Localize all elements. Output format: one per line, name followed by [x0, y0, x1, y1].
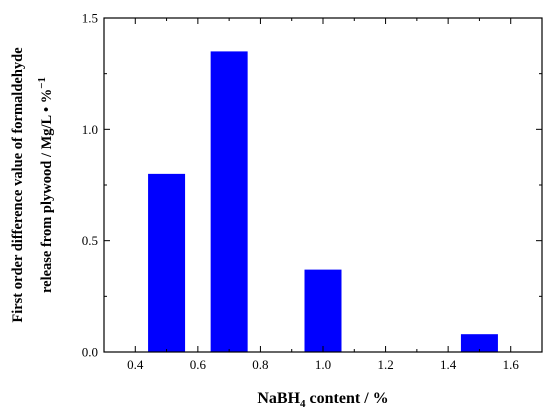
x-tick-label-5: 1.4	[440, 357, 457, 372]
y-tick-label-3: 1.5	[82, 11, 98, 26]
bar-3	[460, 334, 498, 352]
x-axis-title-rest: content / %	[306, 390, 389, 407]
y-axis-title-line1: First order difference value of formalde…	[10, 47, 26, 323]
x-axis-title: NaBH4 content / %	[257, 390, 388, 410]
x-axis-title-subscript: 4	[300, 398, 306, 410]
y-axis-title-line2-main: release from plywood / Mg/L • %	[39, 89, 55, 293]
y-tick-label-1: 0.5	[82, 233, 98, 248]
y-tick-label-0: 0.0	[82, 345, 98, 360]
x-tick-label-3: 1.0	[315, 357, 331, 372]
x-tick-label-2: 0.8	[252, 357, 268, 372]
bar-1	[210, 51, 248, 353]
y-axis-title-line2: release from plywood / Mg/L • %−1	[36, 77, 55, 293]
ticks-group: 0.4 0.6 0.8 1.0 1.2 1.4 1.6 0.0 0.5 1.0 1.5	[82, 11, 542, 372]
bar-0	[148, 173, 186, 352]
y-tick-label-2: 1.0	[82, 122, 98, 137]
x-tick-label-6: 1.6	[503, 357, 520, 372]
x-tick-label-1: 0.6	[190, 357, 207, 372]
x-tick-label-4: 1.2	[377, 357, 393, 372]
bars-group	[148, 51, 498, 353]
bar-2	[304, 269, 342, 352]
x-axis-title-main: NaBH	[257, 390, 300, 407]
x-tick-label-0: 0.4	[127, 357, 144, 372]
y-axis-title-line2-superscript: −1	[36, 77, 48, 89]
